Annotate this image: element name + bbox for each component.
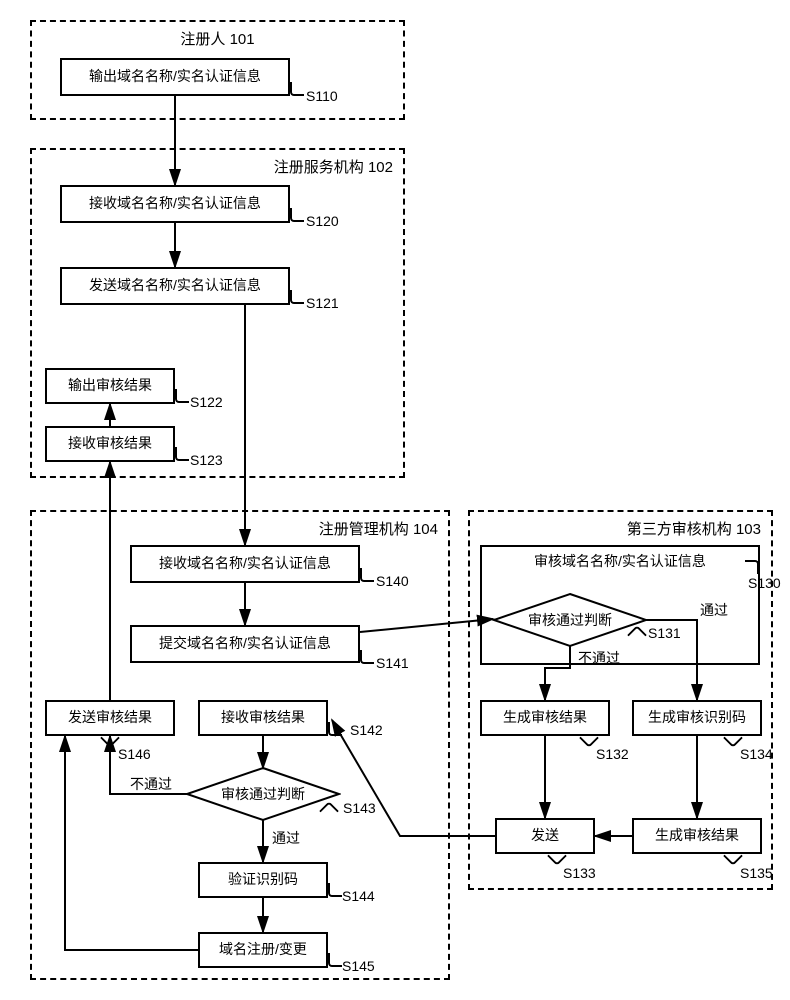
node-s123: 接收审核结果 <box>45 426 175 462</box>
edge-s143-fail: 不通过 <box>130 774 172 794</box>
node-s133: 发送 <box>495 818 595 854</box>
step-s144: S144 <box>342 888 375 904</box>
node-s143: 审核通过判断 <box>185 766 341 822</box>
leader-s123 <box>175 447 189 461</box>
step-s123: S123 <box>190 452 223 468</box>
node-s110: 输出域名名称/实名认证信息 <box>60 58 290 96</box>
leader-s142 <box>328 722 342 736</box>
leader-s121 <box>290 290 304 304</box>
step-s132: S132 <box>596 746 629 762</box>
node-s145: 域名注册/变更 <box>198 932 328 968</box>
node-s144: 验证识别码 <box>198 862 328 898</box>
step-s142: S142 <box>350 722 383 738</box>
step-s121: S121 <box>306 295 339 311</box>
node-s146-label: 发送审核结果 <box>68 709 152 727</box>
node-s132-label: 生成审核结果 <box>503 709 587 727</box>
node-s144-label: 验证识别码 <box>228 871 298 889</box>
step-s133: S133 <box>563 865 596 881</box>
leader-s110 <box>290 82 304 96</box>
edge-s131-fail: 不通过 <box>578 648 620 668</box>
group-102-title: 注册服务机构 102 <box>274 156 393 177</box>
flowchart-canvas: 注册人 101 注册服务机构 102 注册管理机构 104 第三方审核机构 10… <box>0 0 790 1000</box>
step-s140: S140 <box>376 573 409 589</box>
leader-s122 <box>175 389 189 403</box>
step-s122: S122 <box>190 394 223 410</box>
step-s145: S145 <box>342 958 375 974</box>
node-s110-label: 输出域名名称/实名认证信息 <box>89 68 261 86</box>
node-s135: 生成审核结果 <box>632 818 762 854</box>
node-s140: 接收域名名称/实名认证信息 <box>130 545 360 583</box>
edge-s143-pass: 通过 <box>272 828 300 848</box>
node-s141-label: 提交域名名称/实名认证信息 <box>159 635 331 653</box>
node-s120: 接收域名名称/实名认证信息 <box>60 185 290 223</box>
node-s140-label: 接收域名名称/实名认证信息 <box>159 555 331 573</box>
leader-s144 <box>328 883 342 897</box>
step-s130: S130 <box>748 575 781 591</box>
node-s135-label: 生成审核结果 <box>655 827 739 845</box>
node-s122: 输出审核结果 <box>45 368 175 404</box>
node-s145-label: 域名注册/变更 <box>219 941 307 959</box>
node-s142: 接收审核结果 <box>198 700 328 736</box>
node-s130-label: 审核域名名称/实名认证信息 <box>534 553 706 571</box>
step-s141: S141 <box>376 655 409 671</box>
leader-s120 <box>290 208 304 222</box>
node-s133-label: 发送 <box>531 827 559 845</box>
leader-s140 <box>360 568 374 582</box>
node-s134-label: 生成审核识别码 <box>648 709 746 727</box>
leader-s141 <box>360 650 374 664</box>
step-s110: S110 <box>306 88 338 104</box>
node-s121-label: 发送域名名称/实名认证信息 <box>89 277 261 295</box>
step-s146: S146 <box>118 746 151 762</box>
step-s134: S134 <box>740 746 773 762</box>
node-s142-label: 接收审核结果 <box>221 709 305 727</box>
group-103-title: 第三方审核机构 103 <box>627 518 761 539</box>
group-101-title: 注册人 101 <box>180 28 254 49</box>
node-s121: 发送域名名称/实名认证信息 <box>60 267 290 305</box>
step-s131: S131 <box>648 625 681 641</box>
node-s131-label: 审核通过判断 <box>528 610 612 630</box>
node-s141: 提交域名名称/实名认证信息 <box>130 625 360 663</box>
node-s122-label: 输出审核结果 <box>68 377 152 395</box>
node-s143-label: 审核通过判断 <box>221 784 305 804</box>
step-s120: S120 <box>306 213 339 229</box>
leader-s130 <box>745 560 759 574</box>
node-s131: 审核通过判断 <box>492 592 648 648</box>
group-104-title: 注册管理机构 104 <box>319 518 438 539</box>
node-s120-label: 接收域名名称/实名认证信息 <box>89 195 261 213</box>
step-s143: S143 <box>343 800 376 816</box>
edge-s131-pass: 通过 <box>700 600 728 620</box>
leader-s145 <box>328 953 342 967</box>
node-s123-label: 接收审核结果 <box>68 435 152 453</box>
node-s134: 生成审核识别码 <box>632 700 762 736</box>
step-s135: S135 <box>740 865 773 881</box>
